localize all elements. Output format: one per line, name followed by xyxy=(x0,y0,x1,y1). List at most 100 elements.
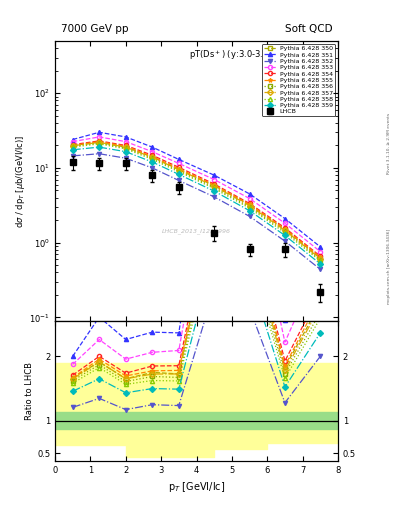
Pythia 6.428 352 xyxy=(212,194,217,200)
Pythia 6.428 354 xyxy=(150,152,155,158)
Pythia 6.428 359 xyxy=(176,172,181,178)
Pythia 6.428 356 xyxy=(97,140,102,146)
Pythia 6.428 358 xyxy=(70,144,75,150)
Pythia 6.428 355 xyxy=(318,254,323,260)
Pythia 6.428 358 xyxy=(123,146,128,152)
Pythia 6.428 351 xyxy=(176,156,181,162)
Pythia 6.428 355 xyxy=(283,226,287,232)
Pythia 6.428 351 xyxy=(212,172,217,178)
Pythia 6.428 358 xyxy=(247,205,252,211)
Pythia 6.428 350 xyxy=(70,142,75,148)
Pythia 6.428 355 xyxy=(150,154,155,160)
Pythia 6.428 354 xyxy=(176,164,181,170)
Pythia 6.428 355 xyxy=(70,142,75,148)
Line: Pythia 6.428 352: Pythia 6.428 352 xyxy=(71,152,322,271)
Pythia 6.428 350 xyxy=(97,139,102,145)
Pythia 6.428 351 xyxy=(70,137,75,143)
Pythia 6.428 358 xyxy=(176,168,181,175)
Pythia 6.428 352 xyxy=(70,153,75,159)
Pythia 6.428 354 xyxy=(247,200,252,206)
Pythia 6.428 355 xyxy=(176,165,181,172)
Pythia 6.428 353 xyxy=(97,134,102,140)
Pythia 6.428 358 xyxy=(283,230,287,236)
Pythia 6.428 350 xyxy=(247,202,252,208)
Pythia 6.428 354 xyxy=(283,225,287,231)
Pythia 6.428 359 xyxy=(247,208,252,214)
Pythia 6.428 357 xyxy=(283,227,287,233)
Line: Pythia 6.428 359: Pythia 6.428 359 xyxy=(71,145,322,266)
Pythia 6.428 357 xyxy=(318,255,323,262)
Pythia 6.428 357 xyxy=(247,203,252,209)
Line: Pythia 6.428 355: Pythia 6.428 355 xyxy=(71,140,322,259)
Pythia 6.428 359 xyxy=(318,261,323,267)
Pythia 6.428 353 xyxy=(70,139,75,145)
Pythia 6.428 359 xyxy=(212,188,217,194)
Pythia 6.428 353 xyxy=(176,160,181,166)
Line: Pythia 6.428 356: Pythia 6.428 356 xyxy=(71,141,322,262)
Pythia 6.428 353 xyxy=(247,196,252,202)
Pythia 6.428 357 xyxy=(70,143,75,149)
Pythia 6.428 356 xyxy=(70,143,75,150)
Y-axis label: Ratio to LHCB: Ratio to LHCB xyxy=(25,362,34,420)
Pythia 6.428 352 xyxy=(283,238,287,244)
Pythia 6.428 357 xyxy=(176,166,181,173)
Pythia 6.428 350 xyxy=(123,144,128,150)
Text: 7000 GeV pp: 7000 GeV pp xyxy=(61,24,128,34)
Pythia 6.428 353 xyxy=(212,177,217,183)
Pythia 6.428 353 xyxy=(318,248,323,254)
Pythia 6.428 354 xyxy=(212,181,217,187)
Pythia 6.428 350 xyxy=(318,255,323,261)
Pythia 6.428 350 xyxy=(176,166,181,173)
Pythia 6.428 356 xyxy=(123,145,128,151)
Pythia 6.428 359 xyxy=(70,147,75,153)
Pythia 6.428 357 xyxy=(97,139,102,145)
Pythia 6.428 350 xyxy=(283,226,287,232)
Pythia 6.428 354 xyxy=(318,253,323,259)
Pythia 6.428 356 xyxy=(212,184,217,190)
Pythia 6.428 357 xyxy=(150,155,155,161)
Pythia 6.428 356 xyxy=(318,257,323,263)
Y-axis label: d$\sigma$ / dp$_{T}$ [$\mu$b/(GeVI/lc)]: d$\sigma$ / dp$_{T}$ [$\mu$b/(GeVI/lc)] xyxy=(14,134,27,228)
Line: Pythia 6.428 350: Pythia 6.428 350 xyxy=(71,140,322,260)
Pythia 6.428 352 xyxy=(176,177,181,183)
Text: Rivet 3.1.10, ≥ 2.9M events: Rivet 3.1.10, ≥ 2.9M events xyxy=(387,113,391,174)
Pythia 6.428 355 xyxy=(247,201,252,207)
Pythia 6.428 351 xyxy=(283,216,287,222)
Pythia 6.428 355 xyxy=(97,139,102,145)
Line: Pythia 6.428 353: Pythia 6.428 353 xyxy=(71,135,322,253)
Pythia 6.428 352 xyxy=(123,155,128,161)
Pythia 6.428 353 xyxy=(123,139,128,145)
Pythia 6.428 358 xyxy=(212,185,217,191)
Pythia 6.428 352 xyxy=(97,151,102,157)
Pythia 6.428 358 xyxy=(150,156,155,162)
Pythia 6.428 352 xyxy=(150,165,155,171)
Pythia 6.428 359 xyxy=(283,232,287,239)
Line: Pythia 6.428 354: Pythia 6.428 354 xyxy=(71,139,322,258)
Pythia 6.428 351 xyxy=(123,134,128,140)
Line: Pythia 6.428 351: Pythia 6.428 351 xyxy=(71,130,322,249)
Pythia 6.428 359 xyxy=(123,148,128,155)
Pythia 6.428 351 xyxy=(318,244,323,250)
Text: Soft QCD: Soft QCD xyxy=(285,24,332,34)
Pythia 6.428 355 xyxy=(123,143,128,150)
Pythia 6.428 351 xyxy=(247,191,252,197)
Line: Pythia 6.428 357: Pythia 6.428 357 xyxy=(71,140,322,261)
Pythia 6.428 356 xyxy=(247,204,252,210)
X-axis label: p$_{T}$ [GeVI/lc]: p$_{T}$ [GeVI/lc] xyxy=(168,480,225,494)
Pythia 6.428 358 xyxy=(318,258,323,264)
Pythia 6.428 352 xyxy=(247,214,252,220)
Pythia 6.428 357 xyxy=(212,183,217,189)
Text: LHCB_2013_I1218996: LHCB_2013_I1218996 xyxy=(162,228,231,234)
Pythia 6.428 359 xyxy=(150,159,155,165)
Legend: Pythia 6.428 350, Pythia 6.428 351, Pythia 6.428 352, Pythia 6.428 353, Pythia 6: Pythia 6.428 350, Pythia 6.428 351, Pyth… xyxy=(262,44,335,116)
Pythia 6.428 350 xyxy=(150,154,155,160)
Pythia 6.428 357 xyxy=(123,144,128,150)
Text: mcplots.cern.ch [arXiv:1306.3436]: mcplots.cern.ch [arXiv:1306.3436] xyxy=(387,229,391,304)
Pythia 6.428 353 xyxy=(150,148,155,155)
Pythia 6.428 359 xyxy=(97,144,102,150)
Pythia 6.428 356 xyxy=(176,167,181,174)
Pythia 6.428 355 xyxy=(212,182,217,188)
Pythia 6.428 358 xyxy=(97,141,102,147)
Pythia 6.428 354 xyxy=(97,138,102,144)
Pythia 6.428 354 xyxy=(123,142,128,148)
